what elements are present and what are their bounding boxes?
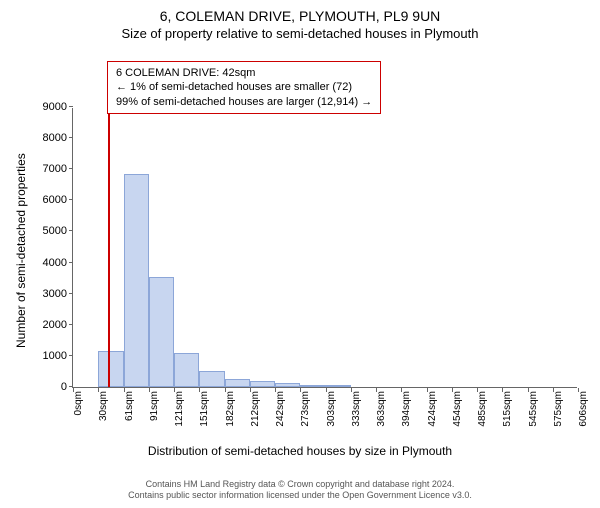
footer-attribution: Contains HM Land Registry data © Crown c…	[0, 479, 600, 502]
info-line-larger: 99% of semi-detached houses are larger (…	[116, 95, 372, 109]
x-tick-mark	[351, 388, 352, 392]
x-tick-label: 0sqm	[73, 387, 84, 415]
y-tick-label: 4000	[43, 257, 73, 269]
footer-line1: Contains HM Land Registry data © Crown c…	[0, 479, 600, 491]
y-tick-mark	[69, 106, 73, 107]
x-tick-label: 394sqm	[401, 387, 412, 427]
x-tick-mark	[149, 388, 150, 392]
histogram-bar	[326, 385, 351, 387]
x-tick-mark	[502, 388, 503, 392]
y-tick-mark	[69, 137, 73, 138]
x-tick-mark	[477, 388, 478, 392]
x-tick-mark	[452, 388, 453, 392]
y-tick-label: 1000	[43, 350, 73, 362]
histogram-bar	[225, 379, 250, 387]
x-tick-label: 212sqm	[250, 387, 261, 427]
x-tick-label: 333sqm	[351, 387, 362, 427]
x-tick-label: 515sqm	[502, 387, 513, 427]
x-tick-label: 454sqm	[452, 387, 463, 427]
x-tick-label: 303sqm	[326, 387, 337, 427]
y-tick-label: 2000	[43, 319, 73, 331]
x-tick-mark	[401, 388, 402, 392]
y-tick-label: 7000	[43, 163, 73, 175]
x-tick-mark	[300, 388, 301, 392]
y-tick-mark	[69, 293, 73, 294]
y-tick-mark	[69, 168, 73, 169]
histogram-bar	[300, 385, 325, 387]
y-tick-label: 5000	[43, 225, 73, 237]
x-axis-label: Distribution of semi-detached houses by …	[0, 444, 600, 458]
y-tick-label: 8000	[43, 132, 73, 144]
y-tick-mark	[69, 230, 73, 231]
x-tick-label: 151sqm	[199, 387, 210, 427]
y-tick-label: 0	[61, 381, 73, 393]
y-tick-label: 3000	[43, 288, 73, 300]
x-tick-label: 575sqm	[553, 387, 564, 427]
x-tick-label: 242sqm	[275, 387, 286, 427]
info-line-smaller: ← 1% of semi-detached houses are smaller…	[116, 80, 372, 94]
x-tick-mark	[528, 388, 529, 392]
x-tick-mark	[553, 388, 554, 392]
title-subtitle: Size of property relative to semi-detach…	[0, 26, 600, 41]
y-tick-mark	[69, 324, 73, 325]
x-tick-label: 91sqm	[149, 387, 160, 421]
x-tick-mark	[275, 388, 276, 392]
y-tick-label: 9000	[43, 101, 73, 113]
x-tick-label: 545sqm	[528, 387, 539, 427]
x-tick-mark	[98, 388, 99, 392]
x-tick-mark	[578, 388, 579, 392]
histogram-bar	[124, 174, 149, 387]
y-tick-mark	[69, 355, 73, 356]
histogram-bar	[98, 351, 123, 387]
info-box: 6 COLEMAN DRIVE: 42sqm ← 1% of semi-deta…	[107, 61, 381, 114]
y-tick-label: 6000	[43, 194, 73, 206]
x-tick-label: 61sqm	[124, 387, 135, 421]
footer-line2: Contains public sector information licen…	[0, 490, 600, 502]
x-tick-mark	[124, 388, 125, 392]
x-tick-mark	[174, 388, 175, 392]
x-tick-mark	[376, 388, 377, 392]
x-tick-mark	[427, 388, 428, 392]
x-tick-label: 363sqm	[376, 387, 387, 427]
x-tick-label: 30sqm	[98, 387, 109, 421]
x-tick-mark	[326, 388, 327, 392]
x-tick-label: 182sqm	[225, 387, 236, 427]
x-tick-label: 121sqm	[174, 387, 185, 427]
property-marker-line	[108, 107, 110, 387]
y-tick-mark	[69, 199, 73, 200]
x-tick-mark	[199, 388, 200, 392]
histogram-bar	[174, 353, 199, 387]
x-tick-mark	[250, 388, 251, 392]
y-axis-label: Number of semi-detached properties	[14, 153, 28, 348]
x-tick-label: 273sqm	[300, 387, 311, 427]
title-address: 6, COLEMAN DRIVE, PLYMOUTH, PL9 9UN	[0, 8, 600, 24]
x-tick-mark	[73, 388, 74, 392]
histogram-bar	[199, 371, 224, 387]
histogram-bar	[149, 277, 174, 387]
info-line-property: 6 COLEMAN DRIVE: 42sqm	[116, 66, 372, 80]
y-tick-mark	[69, 262, 73, 263]
x-tick-label: 485sqm	[477, 387, 488, 427]
histogram-bar	[275, 383, 300, 387]
histogram-plot: 01000200030004000500060007000800090000sq…	[72, 108, 577, 388]
x-tick-label: 424sqm	[427, 387, 438, 427]
x-tick-mark	[225, 388, 226, 392]
x-tick-label: 606sqm	[578, 387, 589, 427]
histogram-bar	[250, 381, 275, 387]
